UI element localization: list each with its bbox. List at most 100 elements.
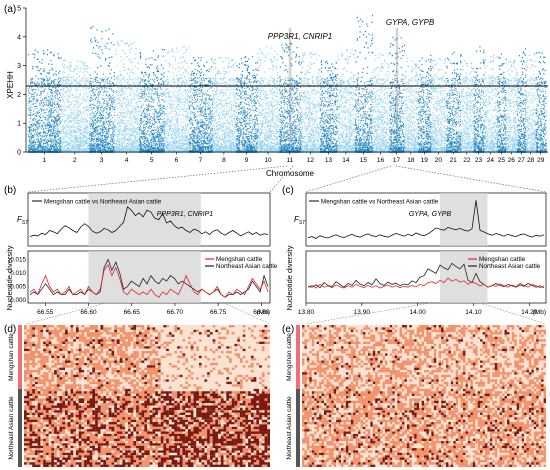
points-chr-12 [301, 77, 321, 153]
high-points-chr-18 [404, 57, 419, 87]
heatmap-connectors [25, 302, 547, 325]
high-points-chr-5 [139, 48, 165, 87]
pi-line-mengshan-c [307, 277, 545, 289]
xpehh-axis-label: XPEHH [6, 71, 15, 99]
points-chr-27 [516, 78, 527, 153]
x-tick-label-c: 13.90 [354, 309, 371, 316]
chromosome-tick-label: 27 [518, 157, 526, 164]
high-points-chr-2 [61, 59, 90, 87]
high-points-chr-3 [89, 25, 115, 87]
x-unit-c: (Mb) [533, 309, 546, 316]
high-points-chr-28 [526, 52, 537, 87]
points-chr-4 [114, 77, 140, 153]
chromosome-tick-label: 9 [245, 157, 249, 164]
points-chr-11 [278, 77, 302, 153]
chromosome-tick-label: 20 [435, 157, 443, 164]
group-bar-northeast-d [18, 389, 22, 467]
gene-label-ppp3r1: PPP3R1, CNRIP1 [268, 32, 332, 41]
y-tick-label-b: 0.015 [10, 256, 26, 263]
high-points-chr-20 [431, 58, 447, 87]
panel-label-b: (b) [4, 185, 16, 196]
legend-mengshan-b: Mengshan cattle [216, 256, 263, 263]
points-chr-26 [505, 77, 518, 153]
group-label-mengshan-e: Mengshan cattle [286, 333, 293, 381]
chromosome-tick-label: 5 [150, 157, 154, 164]
group-label-northeast-d: Northeast Asian cattle [8, 396, 15, 460]
points-chr-14 [337, 77, 356, 153]
high-points-chr-7 [190, 57, 213, 87]
high-points-chr-1 [28, 49, 62, 87]
panel-b-diversity: Nucleotide diversity 0.000 0.005 0.010 0.01… [5, 245, 278, 316]
gene-label-b: PPP3R1, CNRIP1 [157, 211, 214, 218]
high-points-chr-25 [497, 53, 507, 87]
x-tick-label-c: 14.20 [521, 309, 538, 316]
points-chr-10 [257, 77, 280, 153]
y-tick-label-b: 0.005 [10, 283, 26, 290]
chromosome-tick-label: 11 [287, 157, 294, 164]
fst-axis-label-b: FST [17, 215, 29, 226]
points-chr-8 [212, 77, 237, 153]
fst-frame-c [305, 192, 547, 247]
chromosome-tick-label: 6 [175, 157, 179, 164]
points-chr-16 [372, 77, 390, 153]
x-tick-label-b: 66.75 [210, 309, 227, 316]
x-tick-label-b: 66.55 [37, 309, 54, 316]
high-points-chr-29 [536, 51, 547, 87]
y-tick-label-a: 0 [17, 150, 21, 157]
chromosome-tick-label: 28 [527, 157, 535, 164]
x-tick-label-c: 13.80 [298, 309, 315, 316]
highlight-region-c-pi [439, 251, 488, 303]
chromosome-tick-label: 16 [377, 157, 385, 164]
y-tick-label-a: 3 [17, 63, 21, 70]
high-points-chr-21 [446, 51, 462, 87]
y-tick-label-b: 0.010 [10, 270, 26, 277]
high-points-chr-12 [301, 52, 321, 85]
fst-line-b [29, 206, 269, 237]
high-points-chr-9 [236, 56, 259, 86]
points-chr-15 [354, 77, 374, 153]
pi-line-mengshan-b [29, 263, 269, 298]
pi-frame-c [305, 250, 547, 304]
points-chr-23 [473, 78, 485, 153]
legend-fst-b: Mengshan cattle vs Northeast Asian cattl… [44, 199, 162, 206]
points-chr-5 [139, 77, 166, 153]
chromosome-tick-label: 13 [325, 157, 333, 164]
chromosome-tick-label: 29 [537, 157, 545, 164]
y-tick-label-a: 1 [17, 121, 21, 128]
high-points-chr-26 [505, 59, 518, 87]
chromosome-tick-label: 7 [199, 157, 203, 164]
chromosome-tick-label: 1 [43, 157, 47, 164]
group-label-mengshan-d: Mengshan cattle [8, 333, 15, 381]
high-points-chr-16 [372, 53, 390, 87]
chromosome-tick-label: 26 [508, 157, 516, 164]
panel-c-fst: Mengshan cattle vs Northeast Asian cattl… [294, 192, 547, 247]
chromosome-tick-label: 3 [100, 157, 104, 164]
highlight-region-b-pi [88, 251, 201, 303]
panel-label-c: (c) [282, 185, 294, 196]
highlight-region-c-fst [439, 193, 488, 246]
points-chr-22 [460, 77, 474, 153]
chromosome-tick-label: 14 [342, 157, 350, 164]
chromosome-tick-label: 2 [73, 157, 77, 164]
legend-mengshan-c: Mengshan cattle [479, 256, 526, 263]
chromosome-tick-label: 19 [421, 157, 429, 164]
gene-label-gypa: GYPA, GYPB [386, 18, 435, 27]
points-chr-9 [235, 77, 259, 153]
group-bar-mengshan-d [18, 325, 22, 389]
legend-fst-c: Mengshan cattle vs Northeast Asian cattl… [321, 199, 439, 206]
points-chr-24 [483, 77, 498, 153]
chromosome-tick-label: 8 [222, 157, 226, 164]
y-tick-label-a: 2 [17, 92, 21, 99]
high-points-chr-17 [389, 36, 406, 84]
chromosome-tick-label: 15 [360, 157, 368, 164]
chromosome-tick-label: 4 [125, 157, 129, 164]
zoom-connectors [27, 165, 547, 193]
x-tick-label-b: 66.60 [80, 309, 97, 316]
high-points-chr-13 [320, 60, 338, 87]
gene-highlight-band-11 [288, 28, 292, 152]
group-bar-northeast-e [296, 389, 300, 467]
points-chr-6 [164, 77, 190, 153]
points-chr-3 [89, 77, 115, 153]
diversity-axis-label-b: Nucleotide diversity [5, 245, 14, 310]
